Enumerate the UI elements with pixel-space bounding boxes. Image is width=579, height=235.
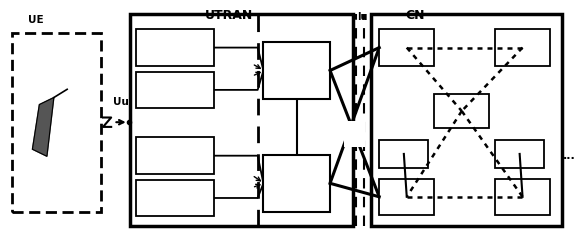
Text: Node B: Node B xyxy=(158,85,192,94)
Bar xyxy=(344,121,365,147)
Text: Node B: Node B xyxy=(158,193,192,203)
Bar xyxy=(136,72,214,108)
Text: CN: CN xyxy=(405,9,425,22)
Text: Uu: Uu xyxy=(113,97,129,107)
Polygon shape xyxy=(32,98,54,156)
Bar xyxy=(263,42,330,99)
Bar xyxy=(371,14,562,226)
Bar xyxy=(379,179,434,215)
Text: MSC: MSC xyxy=(395,192,418,201)
Bar xyxy=(495,29,550,66)
Bar xyxy=(434,94,489,128)
Text: HSS: HSS xyxy=(452,106,472,116)
Text: ...: ... xyxy=(563,151,576,161)
Bar xyxy=(136,137,214,174)
Bar xyxy=(12,33,101,212)
Bar xyxy=(379,29,434,66)
Bar xyxy=(379,140,428,168)
Text: Iu: Iu xyxy=(357,12,368,22)
Text: Node B: Node B xyxy=(158,43,192,52)
Text: GGSN: GGSN xyxy=(508,43,537,52)
Bar xyxy=(136,29,214,66)
Bar xyxy=(495,179,550,215)
Text: UTRAN: UTRAN xyxy=(204,9,253,22)
Text: RNC: RNC xyxy=(283,177,311,190)
Bar xyxy=(495,140,544,168)
Bar xyxy=(136,180,214,216)
Text: MGW: MGW xyxy=(507,149,533,158)
Text: UE: UE xyxy=(28,15,43,25)
Text: GMS: GMS xyxy=(511,192,534,201)
Text: RNC: RNC xyxy=(283,64,311,77)
Bar xyxy=(130,14,353,226)
Text: MGW: MGW xyxy=(391,149,417,158)
Text: Node B: Node B xyxy=(158,151,192,160)
Bar xyxy=(263,155,330,212)
Text: SGSN: SGSN xyxy=(393,43,421,52)
